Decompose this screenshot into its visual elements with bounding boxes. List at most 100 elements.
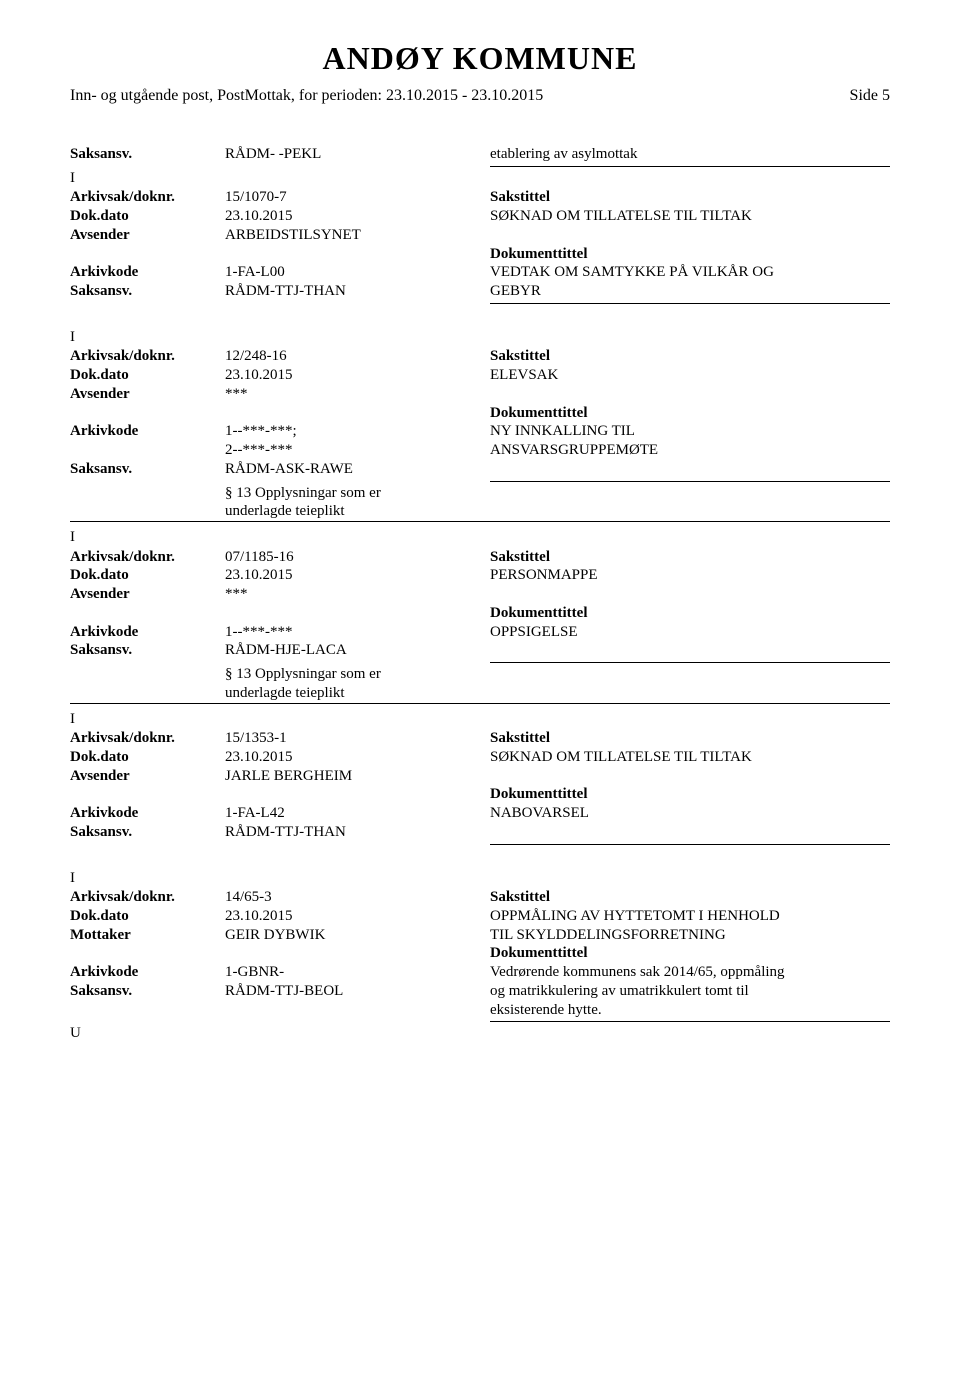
label-saksansv: Saksansv. [70,823,225,842]
doktittel-value3: eksisterende hytte. [490,1001,890,1020]
arkivsak-value: 15/1353-1 [225,729,490,748]
io-marker: I [70,710,890,730]
top-right-text: etablering av asylmottak [490,145,890,164]
label-dokumenttittel: Dokumenttittel [490,245,890,264]
io-marker: I [70,169,890,189]
saksansv-value: RÅDM-TTJ-THAN [225,823,490,842]
doktittel-value: NY INNKALLING TIL [490,422,890,441]
arkivsak-value: 14/65-3 [225,888,490,907]
avsender-value: *** [225,585,490,604]
doktittel-value2: ANSVARSGRUPPEMØTE [490,441,890,460]
sakstittel-value: OPPMÅLING AV HYTTETOMT I HENHOLD [490,907,890,926]
label-dokumenttittel: Dokumenttittel [490,604,890,623]
label-dokdato: Dok.dato [70,366,225,385]
label-avsender: Avsender [70,385,225,404]
arkivsak-value: 15/1070-7 [225,188,490,207]
arkivkode-value: 1--***-***; [225,422,490,441]
arkivkode-value: 1--***-*** [225,623,490,642]
sakstittel-value: ELEVSAK [490,366,890,385]
mottaker-value: GEIR DYBWIK [225,926,490,945]
divider [490,844,890,845]
doktittel-value: VEDTAK OM SAMTYKKE PÅ VILKÅR OG [490,263,890,282]
label-saksansv: Saksansv. [70,145,225,164]
subheader: Inn- og utgående post, PostMottak, for p… [70,87,890,105]
label-arkivsak: Arkivsak/doknr. [70,548,225,567]
entry-block: I Arkivsak/doknr. 14/65-3 Sakstittel Dok… [70,869,890,1044]
label-arkivsak: Arkivsak/doknr. [70,729,225,748]
label-sakstittel: Sakstittel [490,188,890,207]
avsender-value: JARLE BERGHEIM [225,767,490,786]
divider [490,303,890,304]
extra-line: underlagde teieplikt [225,502,490,521]
entry-block: I Arkivsak/doknr. 12/248-16 Sakstittel D… [70,328,890,845]
label-sakstittel: Sakstittel [490,888,890,907]
label-arkivsak: Arkivsak/doknr. [70,188,225,207]
label-avsender: Avsender [70,585,225,604]
saksansv-value: RÅDM-ASK-RAWE [225,460,490,479]
label-dokdato: Dok.dato [70,907,225,926]
label-mottaker: Mottaker [70,926,225,945]
saksansv-value: RÅDM-HJE-LACA [225,641,490,660]
label-sakstittel: Sakstittel [490,729,890,748]
doktittel-value2: og matrikkulering av umatrikkulert tomt … [490,982,890,1001]
io-marker: I [70,869,890,889]
saksansv-value: RÅDM- -PEKL [225,145,490,164]
label-avsender: Avsender [70,767,225,786]
arkivkode-value: 1-FA-L00 [225,263,490,282]
label-dokumenttittel: Dokumenttittel [490,944,890,963]
label-avsender: Avsender [70,226,225,245]
dokdato-value: 23.10.2015 [225,907,490,926]
io-marker: I [70,528,890,548]
label-saksansv: Saksansv. [70,641,225,660]
dokdato-value: 23.10.2015 [225,748,490,767]
extra-line: § 13 Opplysningar som er [225,665,490,684]
avsender-value: *** [225,385,490,404]
divider [490,662,890,663]
arkivsak-value: 12/248-16 [225,347,490,366]
label-arkivkode: Arkivkode [70,963,225,982]
divider-long [70,521,890,522]
label-arkivkode: Arkivkode [70,623,225,642]
dokdato-value: 23.10.2015 [225,366,490,385]
sakstittel-value: SØKNAD OM TILLATELSE TIL TILTAK [490,748,890,767]
doktittel-value: OPPSIGELSE [490,623,890,642]
page-title: ANDØY KOMMUNE [70,40,890,77]
saksansv-value: RÅDM-TTJ-BEOL [225,982,490,1001]
divider-long [70,703,890,704]
label-dokdato: Dok.dato [70,748,225,767]
label-arkivkode: Arkivkode [70,263,225,282]
label-saksansv: Saksansv. [70,982,225,1001]
page-header: ANDØY KOMMUNE [70,40,890,77]
page-number: Side 5 [850,87,890,105]
io-marker-trailing: U [70,1024,890,1044]
label-sakstittel: Sakstittel [490,347,890,366]
arkivsak-value: 07/1185-16 [225,548,490,567]
label-saksansv: Saksansv. [70,460,225,479]
avsender-value: ARBEIDSTILSYNET [225,226,490,245]
doktittel-value: NABOVARSEL [490,804,890,823]
label-dokdato: Dok.dato [70,566,225,585]
arkivkode-value: 1-FA-L42 [225,804,490,823]
label-dokumenttittel: Dokumenttittel [490,785,890,804]
entry-block: Saksansv. RÅDM- -PEKL etablering av asyl… [70,145,890,304]
sakstittel-value: SØKNAD OM TILLATELSE TIL TILTAK [490,207,890,226]
label-arkivsak: Arkivsak/doknr. [70,347,225,366]
sakstittel-value: PERSONMAPPE [490,566,890,585]
arkivkode-value: 1-GBNR- [225,963,490,982]
label-saksansv: Saksansv. [70,282,225,301]
divider [490,1021,890,1022]
io-marker: I [70,328,890,348]
extra-line: § 13 Opplysningar som er [225,484,490,503]
doktittel-value2: GEBYR [490,282,890,301]
label-sakstittel: Sakstittel [490,548,890,567]
arkivkode-value2: 2--***-*** [225,441,490,460]
saksansv-value: RÅDM-TTJ-THAN [225,282,490,301]
doktittel-value: Vedrørende kommunens sak 2014/65, oppmål… [490,963,890,982]
label-arkivkode: Arkivkode [70,804,225,823]
dokdato-value: 23.10.2015 [225,207,490,226]
label-dokdato: Dok.dato [70,207,225,226]
extra-line: underlagde teieplikt [225,684,490,703]
label-arkivsak: Arkivsak/doknr. [70,888,225,907]
dokdato-value: 23.10.2015 [225,566,490,585]
divider [490,481,890,482]
